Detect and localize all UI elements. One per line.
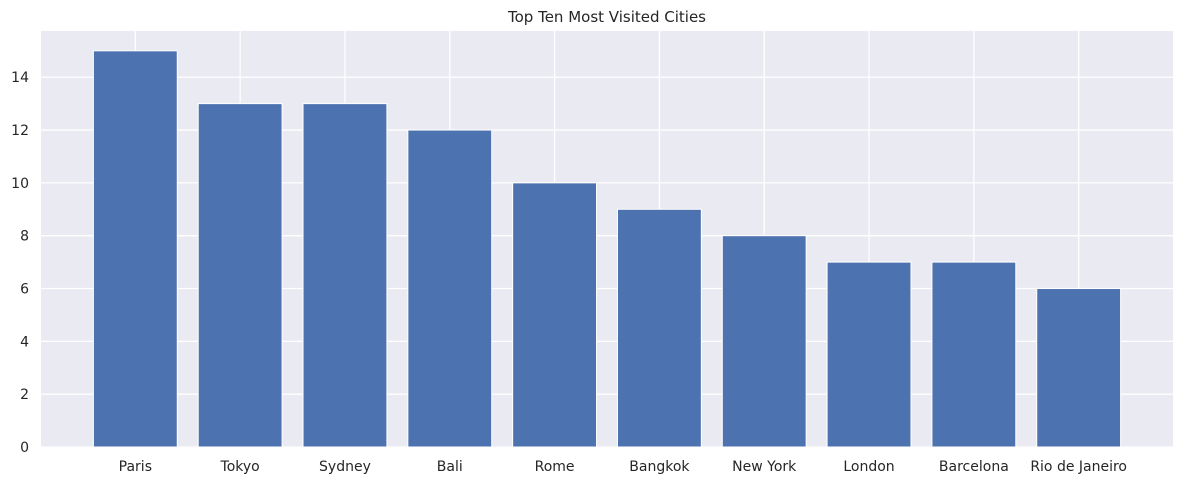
bar-rome bbox=[512, 182, 598, 448]
bar-rio-de-janeiro bbox=[1036, 288, 1122, 448]
y-tick-label: 2 bbox=[20, 387, 29, 403]
x-tick-label: Rio de Janeiro bbox=[1030, 459, 1127, 475]
y-tick-label: 6 bbox=[20, 282, 29, 298]
x-tick-label: London bbox=[843, 459, 894, 475]
x-tick-label: New York bbox=[732, 459, 797, 475]
x-tick-label: Paris bbox=[119, 459, 152, 475]
bar-sydney bbox=[302, 103, 388, 448]
x-tick-label: Barcelona bbox=[939, 459, 1009, 475]
x-tick-label: Sydney bbox=[319, 459, 371, 475]
bar-london bbox=[826, 261, 912, 448]
y-tick-label: 10 bbox=[11, 176, 29, 192]
y-tick-label: 0 bbox=[20, 440, 29, 456]
chart-title: Top Ten Most Visited Cities bbox=[507, 8, 706, 26]
bar-paris bbox=[92, 50, 178, 448]
x-tick-label: Bangkok bbox=[629, 459, 690, 475]
bar-bangkok bbox=[616, 208, 702, 448]
bars bbox=[92, 50, 1122, 448]
x-axis-ticks: Paris Tokyo Sydney Bali Rome Bangkok New York L… bbox=[119, 459, 1127, 475]
x-tick-label: Rome bbox=[535, 459, 575, 475]
y-tick-label: 4 bbox=[20, 334, 29, 350]
y-tick-label: 8 bbox=[20, 229, 29, 245]
x-tick-label: Tokyo bbox=[220, 459, 260, 475]
y-axis-ticks: 0 2 4 6 8 10 12 14 bbox=[11, 70, 29, 456]
x-tick-label: Bali bbox=[437, 459, 463, 475]
bar-new-york bbox=[721, 235, 807, 448]
bar-barcelona bbox=[931, 261, 1017, 448]
y-tick-label: 14 bbox=[11, 70, 29, 86]
bar-tokyo bbox=[197, 103, 283, 448]
y-tick-label: 12 bbox=[11, 123, 29, 139]
bar-bali bbox=[407, 129, 493, 448]
